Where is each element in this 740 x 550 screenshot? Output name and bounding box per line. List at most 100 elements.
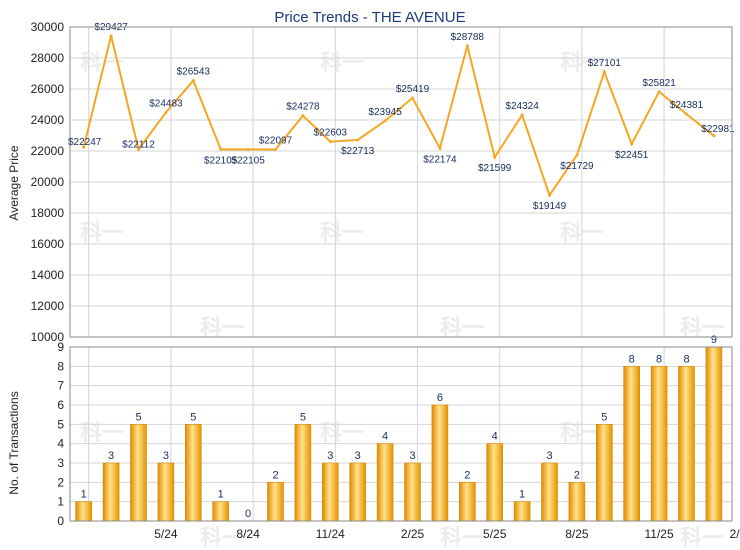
price-tick-label: 20000 — [31, 175, 65, 189]
transactions-tick-label: 2 — [57, 475, 64, 489]
price-point — [356, 138, 360, 142]
transaction-bar — [75, 501, 92, 522]
transaction-bar — [513, 501, 531, 522]
price-point — [685, 112, 688, 116]
price-point — [383, 119, 387, 123]
transaction-bar-label: 5 — [135, 411, 141, 423]
chart-title: Price Trends - THE AVENUE — [274, 9, 465, 26]
transaction-bar-label: 3 — [546, 450, 552, 462]
price-data-label: $25821 — [642, 78, 676, 89]
price-point — [219, 147, 223, 151]
price-axis-label: Average Price — [7, 145, 21, 220]
month-tick-label: 5/24 — [154, 527, 178, 541]
transaction-bar — [157, 462, 175, 522]
transaction-bar-label: 3 — [409, 450, 415, 462]
price-data-label: $22713 — [341, 146, 375, 157]
price-tick-label: 22000 — [31, 144, 65, 158]
month-tick-label: 5/25 — [483, 527, 507, 541]
price-point — [82, 145, 86, 149]
price-data-label: $22451 — [615, 150, 649, 161]
transaction-bar-label: 6 — [437, 392, 443, 404]
price-point — [602, 70, 606, 74]
price-data-label: $22603 — [314, 128, 348, 139]
transaction-bar — [541, 462, 558, 522]
transaction-bar-label: 2 — [464, 469, 470, 481]
transaction-bar — [431, 404, 449, 522]
price-data-label: $22097 — [259, 135, 293, 146]
price-point — [246, 147, 250, 151]
price-data-label: $22105 — [204, 155, 238, 166]
transactions-tick-label: 8 — [57, 359, 64, 373]
watermark-text: 科一 — [80, 421, 124, 446]
price-line-series: $22247$29427$22112$24483$26543$22105$221… — [68, 22, 735, 212]
transactions-tick-label: 5 — [57, 417, 64, 431]
price-tick-label: 12000 — [31, 299, 65, 313]
transaction-bar — [102, 462, 120, 522]
price-data-label: $22105 — [231, 155, 265, 166]
price-point — [465, 44, 469, 48]
price-data-label: $19149 — [533, 201, 567, 212]
transaction-bar-label: 3 — [108, 450, 114, 462]
transactions-plot-frame — [69, 346, 733, 522]
watermark-text: 科一 — [320, 221, 364, 246]
transaction-bar — [321, 462, 339, 522]
price-point — [328, 140, 332, 144]
month-tick-label: 8/24 — [236, 527, 260, 541]
price-data-label: $23945 — [368, 107, 402, 118]
month-tick-label: 2/25 — [401, 527, 425, 541]
price-data-label: $21729 — [560, 161, 594, 172]
month-tick-label: 8/25 — [565, 527, 589, 541]
transaction-bar-label: 4 — [492, 431, 498, 443]
price-axis-ticks: 10000 12000 14000 16000 18000 20000 22000 24000… — [31, 20, 65, 344]
price-data-label: $24381 — [670, 100, 704, 111]
transaction-bar — [130, 424, 147, 522]
transaction-bar-label: 5 — [601, 411, 607, 423]
price-data-label: $24483 — [149, 99, 183, 110]
transaction-bar-label: 8 — [656, 353, 662, 365]
price-point — [712, 134, 716, 138]
transactions-tick-label: 1 — [57, 495, 64, 509]
price-data-label: $24324 — [505, 101, 539, 112]
transaction-bar — [185, 424, 202, 522]
watermark-text: 科一 — [440, 526, 484, 550]
transaction-bar-label: 1 — [218, 489, 224, 501]
transaction-bars: 1 3 5 3 5 1 0 2 5 3 3 4 3 6 2 4 1 3 2 5 8 8 8 9 — [75, 334, 723, 522]
transaction-bar — [650, 366, 668, 522]
transaction-bar — [404, 462, 421, 522]
transaction-bar-label: 1 — [519, 489, 525, 501]
transactions-tick-label: 6 — [57, 398, 64, 412]
price-point — [657, 90, 661, 94]
month-tick-label: 11/24 — [316, 527, 345, 541]
price-tick-label: 28000 — [31, 51, 65, 65]
price-grid — [70, 26, 732, 338]
watermark-text: 科一 — [680, 526, 724, 550]
transactions-axis-label: No. of Transactions — [7, 391, 21, 494]
transaction-bar — [678, 366, 695, 522]
transaction-bar — [376, 443, 394, 522]
price-point — [191, 79, 195, 83]
transaction-bar-label: 8 — [683, 353, 689, 365]
price-tick-label: 24000 — [31, 113, 65, 127]
watermark-text: 科一 — [320, 421, 364, 446]
price-data-label: $22981 — [701, 124, 735, 135]
price-tick-label: 18000 — [31, 206, 65, 220]
price-point — [164, 111, 168, 115]
watermark-text: 科一 — [320, 51, 364, 76]
transactions-tick-label: 4 — [57, 437, 64, 451]
transaction-bar — [294, 424, 312, 522]
month-tick-label: 11/25 — [645, 527, 674, 541]
price-tick-label: 16000 — [31, 237, 65, 251]
price-point — [274, 147, 277, 151]
price-point — [493, 155, 497, 159]
price-data-label: $22247 — [68, 137, 102, 148]
transaction-bar — [486, 443, 504, 522]
transaction-bar-label: 3 — [163, 450, 169, 462]
price-data-label: $22174 — [423, 154, 457, 165]
price-data-label: $21599 — [478, 163, 512, 174]
transaction-bar — [623, 366, 641, 522]
price-tick-label: 26000 — [31, 82, 65, 96]
transaction-bar — [705, 346, 723, 522]
transaction-bar-label: 2 — [272, 469, 278, 481]
transaction-bar — [458, 482, 476, 522]
